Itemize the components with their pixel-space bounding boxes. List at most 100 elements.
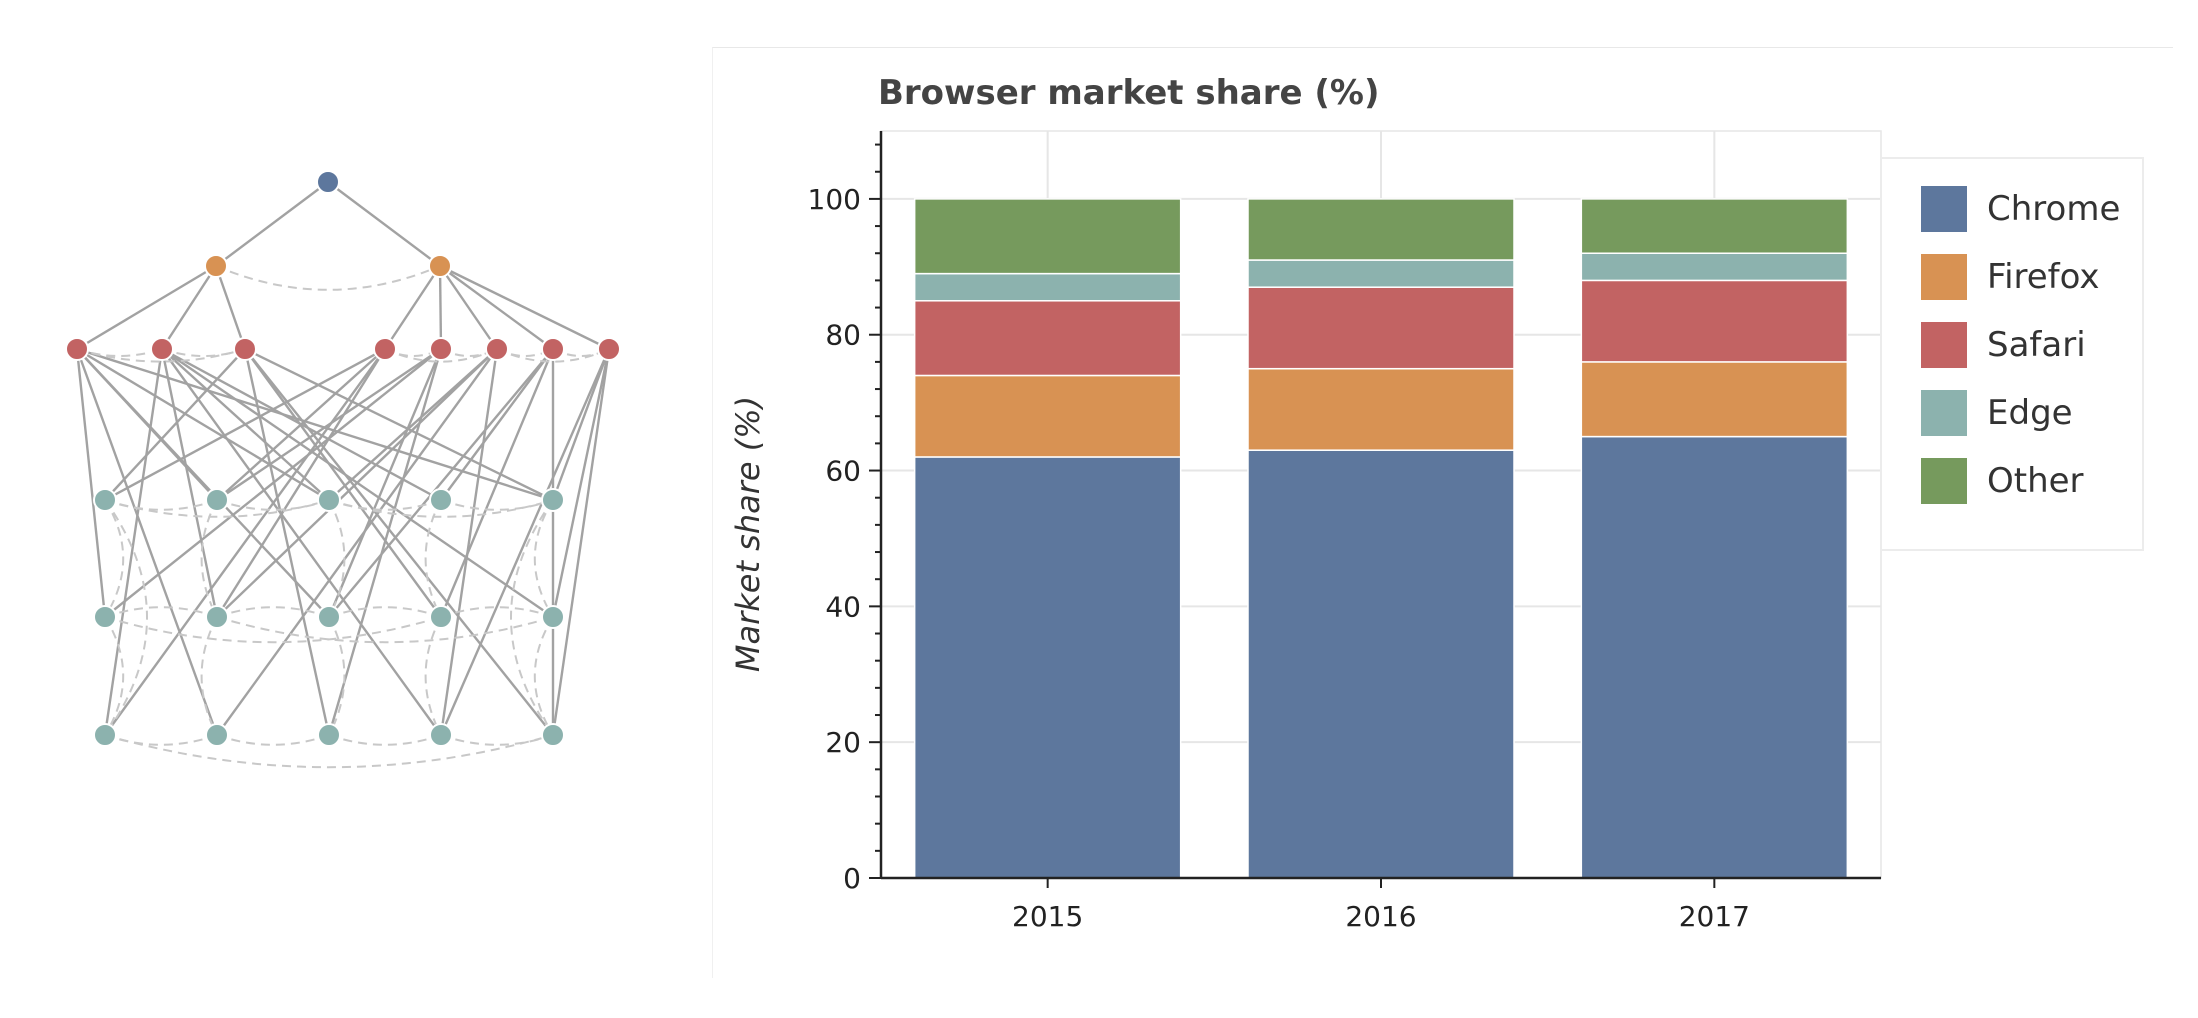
bar-segment [1247, 286, 1515, 370]
graph-node [205, 723, 229, 747]
bar-segment [1580, 435, 1849, 879]
graph-dashed-edge [104, 499, 330, 518]
graph-edge [439, 348, 611, 736]
graph-edge [160, 265, 218, 350]
graph-nodes [65, 170, 621, 747]
legend-swatch [1921, 390, 1967, 436]
graph-dashed-edge [216, 616, 554, 644]
graph-node [65, 337, 89, 361]
bar-segment [913, 198, 1182, 275]
graph-node [205, 605, 229, 629]
graph-node [233, 337, 257, 361]
y-axis-label: Market share (%) [729, 396, 767, 672]
graph-edge [215, 181, 329, 267]
bar-segment [913, 374, 1182, 458]
graph-edge [327, 181, 441, 267]
graph-dashed-edge [533, 616, 554, 736]
graph-edge [161, 348, 442, 736]
graph-dashed-edge [104, 616, 125, 736]
graph-node [485, 337, 509, 361]
legend-swatch [1921, 254, 1967, 300]
legend-label: Other [1987, 461, 2084, 501]
graph-edge [439, 348, 499, 736]
chart-title: Browser market share (%) [878, 73, 1380, 113]
graph-edge [244, 348, 554, 736]
x-tick-label: 2016 [1345, 900, 1416, 933]
graph-node [429, 723, 453, 747]
y-tick-label: 60 [825, 455, 861, 488]
bar-segment [913, 456, 1182, 879]
graph-dashed-edge [104, 499, 125, 618]
bar-segment [1247, 198, 1515, 261]
bar-segment [1580, 361, 1849, 438]
graph-node [373, 337, 397, 361]
graph-edge [103, 348, 164, 736]
graph-edge [243, 348, 331, 736]
legend-swatch [1921, 322, 1967, 368]
graph-node [541, 723, 565, 747]
graph-node [150, 337, 174, 361]
graph-node [429, 337, 453, 361]
y-tick-label: 40 [825, 590, 861, 623]
graph-dashed-edge [76, 348, 246, 363]
graph-edge [439, 264, 610, 351]
graph-node [541, 605, 565, 629]
graph-dashed-edge [533, 499, 554, 618]
bar-segment [1580, 279, 1849, 363]
graph-dashed-edge [216, 734, 330, 746]
legend-label: Chrome [1987, 189, 2120, 229]
y-tick-label: 20 [825, 726, 861, 759]
graph-edge [551, 348, 611, 501]
graph-edge [75, 348, 107, 618]
graph-edge [104, 348, 246, 501]
y-tick-label: 100 [808, 183, 861, 216]
legend-label: Safari [1987, 325, 2086, 365]
graph-dashed-edge [104, 499, 148, 736]
graph-edge [327, 348, 443, 736]
graph-edge [383, 265, 442, 350]
legend: Chrome Firefox Safari Edge Other [1880, 157, 2144, 551]
y-tick-label: 0 [843, 862, 861, 895]
graph-node [597, 337, 621, 361]
graph-edge [439, 265, 554, 350]
graph-dashed-edge [200, 499, 218, 618]
graph-node [204, 254, 228, 278]
graph-edge [76, 264, 217, 351]
stacked-bar-chart: Browser market share (%) Market share (%… [729, 73, 2144, 933]
graph-dashed-edge [104, 734, 554, 769]
legend-label: Edge [1987, 393, 2073, 433]
legend-label: Firefox [1987, 257, 2100, 297]
graph-dashed-edge [328, 734, 442, 746]
graph-dashed-edge [424, 616, 442, 736]
graph-edge [214, 265, 247, 350]
graph-edge [216, 348, 498, 618]
plot-area: 0 20 40 60 80 100 2015 2016 2017 [808, 130, 1882, 933]
graph-edge [551, 348, 611, 618]
graph-node [316, 170, 340, 194]
y-tick-label: 80 [825, 319, 861, 352]
legend-swatch [1921, 186, 1967, 232]
graph-edge [216, 348, 498, 736]
graph-node [541, 337, 565, 361]
graph-node [93, 488, 117, 512]
bar-segment [1247, 259, 1515, 288]
graph-edge [327, 348, 443, 618]
graph-node [317, 488, 341, 512]
x-tick-label: 2017 [1679, 900, 1750, 933]
network-graph [65, 170, 621, 769]
graph-dashed-edge [328, 616, 346, 736]
graph-dashed-edge [200, 616, 218, 736]
graph-edge [328, 348, 554, 618]
graph-node [317, 605, 341, 629]
graph-dashed-edge [104, 616, 442, 644]
graph-edge [76, 347, 554, 502]
graph-node [317, 723, 341, 747]
legend-swatch [1921, 458, 1967, 504]
graph-dashed-edge [424, 499, 442, 618]
bar-segment [1580, 198, 1849, 254]
graph-edge [244, 348, 442, 618]
graph-edge [104, 348, 442, 618]
graph-dashed-edge [216, 606, 330, 618]
bar-segment [1247, 367, 1515, 451]
graph-edge [104, 347, 386, 502]
